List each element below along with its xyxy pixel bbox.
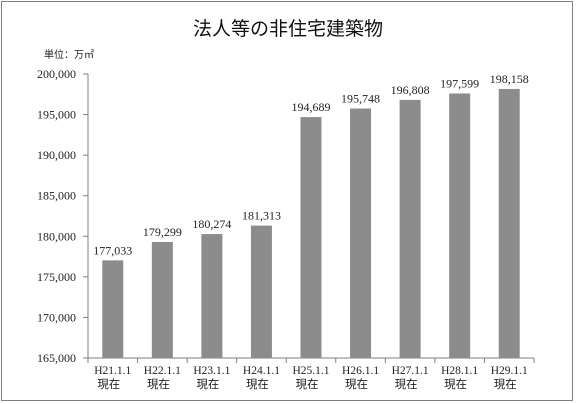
x-category-label: H26.1.1 [342, 365, 379, 377]
x-category-label: H29.1.1 [491, 365, 528, 377]
y-tick-label: 200,000 [37, 67, 76, 81]
x-category-label: H22.1.1 [144, 365, 181, 377]
bar [102, 260, 124, 358]
y-tick-label: 195,000 [37, 108, 76, 122]
data-label: 177,033 [93, 243, 132, 257]
bar [250, 225, 272, 358]
x-category-label: H21.1.1 [94, 365, 131, 377]
data-label: 180,274 [192, 217, 231, 231]
bar [201, 234, 223, 358]
data-label: 181,313 [242, 209, 281, 223]
data-label: 197,599 [440, 76, 479, 90]
x-category-label: H25.1.1 [292, 365, 329, 377]
x-category-sublabel: 現在 [444, 378, 467, 391]
bar [449, 93, 471, 359]
bar [498, 88, 520, 358]
y-tick-label: 190,000 [37, 148, 76, 162]
data-label: 179,299 [143, 225, 182, 239]
bar [350, 108, 372, 358]
data-label: 198,158 [490, 72, 529, 86]
x-category-sublabel: 現在 [97, 378, 120, 391]
x-category-sublabel: 現在 [494, 378, 517, 391]
x-category-sublabel: 現在 [147, 378, 170, 391]
bar [300, 117, 322, 358]
x-category-label: H28.1.1 [441, 365, 478, 377]
data-label: 195,748 [341, 92, 380, 106]
x-category-sublabel: 現在 [395, 378, 418, 391]
unit-label: 単位：万㎡ [44, 50, 94, 61]
x-category-sublabel: 現在 [196, 378, 219, 391]
y-tick-label: 165,000 [37, 351, 76, 365]
y-tick-label: 175,000 [37, 270, 76, 284]
bar [151, 241, 173, 358]
x-category-label: H23.1.1 [193, 365, 230, 377]
y-tick-label: 180,000 [37, 229, 76, 243]
x-category-sublabel: 現在 [296, 378, 319, 391]
bar [399, 99, 421, 358]
data-label: 196,808 [391, 83, 430, 97]
data-label: 194,689 [292, 100, 331, 114]
x-category-label: H27.1.1 [392, 365, 429, 377]
y-tick-label: 185,000 [37, 189, 76, 203]
x-category-sublabel: 現在 [246, 378, 269, 391]
x-category-sublabel: 現在 [345, 378, 368, 391]
y-tick-label: 170,000 [37, 310, 76, 324]
chart-title: 法人等の非住宅建築物 [192, 18, 383, 40]
x-category-label: H24.1.1 [243, 365, 280, 377]
